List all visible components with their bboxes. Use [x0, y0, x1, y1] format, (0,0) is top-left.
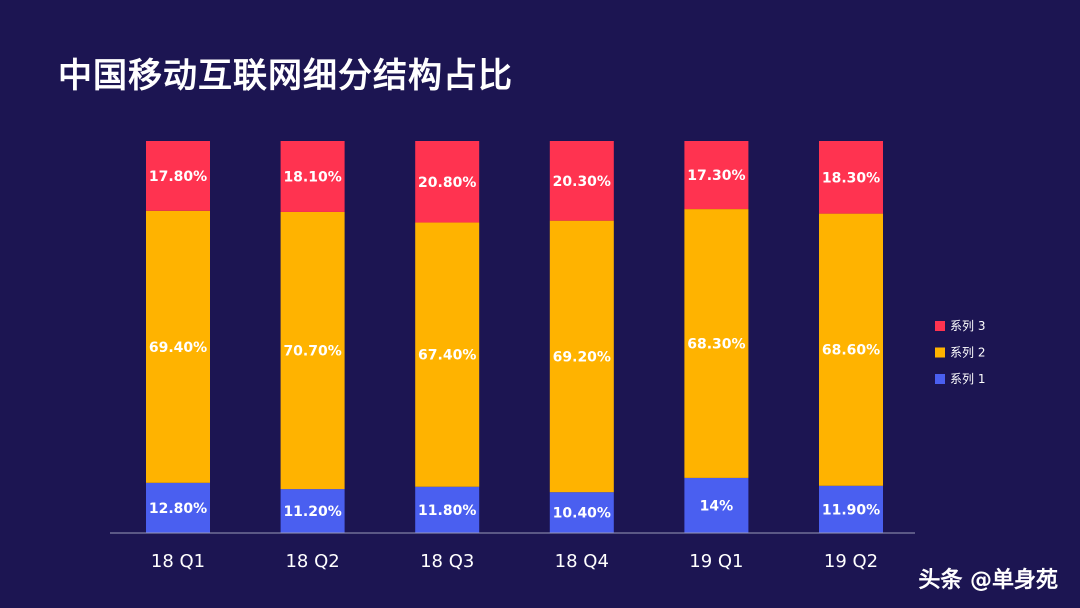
legend: 系列 3 系列 2 系列 1 — [935, 319, 985, 386]
legend-swatch-1 — [935, 321, 945, 331]
data-label-s3-c2: 18.10% — [283, 169, 341, 185]
category-label-2: 18 Q2 — [285, 551, 339, 572]
data-label-s3-c6: 18.30% — [822, 170, 880, 186]
watermark: 头条 @单身苑 — [918, 568, 1058, 593]
data-label-s2-c5: 68.30% — [687, 336, 745, 352]
bar-segment-s2-c2 — [280, 211, 345, 490]
data-label-s3-c1: 17.80% — [149, 169, 207, 185]
data-label-s2-c4: 69.20% — [553, 349, 611, 365]
category-label-1: 18 Q1 — [151, 551, 205, 572]
bar-segment-s2-c1 — [146, 210, 210, 483]
data-label-s1-c4: 10.40% — [553, 506, 611, 522]
bar-segment-s2-c3 — [415, 222, 480, 487]
bars-group: 12.80% 69.40% 17.80% 11.20% 70.70% 18.10% 11.8… — [146, 141, 883, 533]
bar-segment-s1-c1 — [146, 482, 210, 533]
bar-segment-s2-c4 — [549, 220, 614, 493]
data-label-s3-c4: 20.30% — [553, 174, 611, 190]
data-label-s1-c3: 11.80% — [418, 503, 476, 519]
bar-segment-s2-c6 — [819, 213, 883, 486]
bar-segment-s1-c3 — [415, 486, 480, 533]
legend-label-2: 系列 2 — [950, 346, 985, 360]
category-label-4: 18 Q4 — [555, 551, 609, 572]
bar-segment-s1-c5 — [684, 477, 749, 533]
category-label-3: 18 Q3 — [420, 551, 474, 572]
data-label-s1-c5: 14% — [700, 498, 734, 514]
bar-segment-s3-c6 — [819, 141, 883, 214]
chart-title: 中国移动互联网细分结构占比 — [58, 56, 513, 96]
legend-label-3: 系列 1 — [950, 372, 985, 386]
bar-segment-s2-c5 — [684, 209, 749, 478]
data-label-s3-c5: 17.30% — [687, 168, 745, 184]
category-labels: 18 Q1 18 Q2 18 Q3 18 Q4 19 Q1 19 Q2 — [151, 551, 878, 572]
bar-segment-s3-c2 — [280, 141, 345, 212]
category-label-6: 19 Q2 — [824, 551, 878, 572]
bar-segment-s1-c6 — [819, 485, 883, 533]
data-label-s2-c3: 67.40% — [418, 348, 476, 364]
data-label-s1-c2: 11.20% — [283, 504, 341, 520]
data-label-s2-c6: 68.60% — [822, 343, 880, 359]
category-label-5: 19 Q1 — [689, 551, 743, 572]
legend-swatch-2 — [935, 347, 945, 358]
bar-segment-s3-c3 — [415, 141, 480, 223]
legend-swatch-3 — [935, 374, 945, 384]
bar-segment-s3-c5 — [684, 141, 749, 210]
data-label-s2-c2: 70.70% — [283, 344, 341, 360]
data-label-s1-c6: 11.90% — [822, 502, 880, 518]
bar-segment-s3-c1 — [146, 141, 210, 211]
bar-segment-s1-c2 — [280, 489, 345, 533]
bar-segment-s1-c4 — [549, 492, 614, 533]
bar-segment-s3-c4 — [549, 141, 614, 221]
legend-label-1: 系列 3 — [950, 319, 985, 333]
data-label-s1-c1: 12.80% — [149, 501, 207, 517]
data-label-s2-c1: 69.40% — [149, 340, 207, 356]
data-label-s3-c3: 20.80% — [418, 175, 476, 191]
